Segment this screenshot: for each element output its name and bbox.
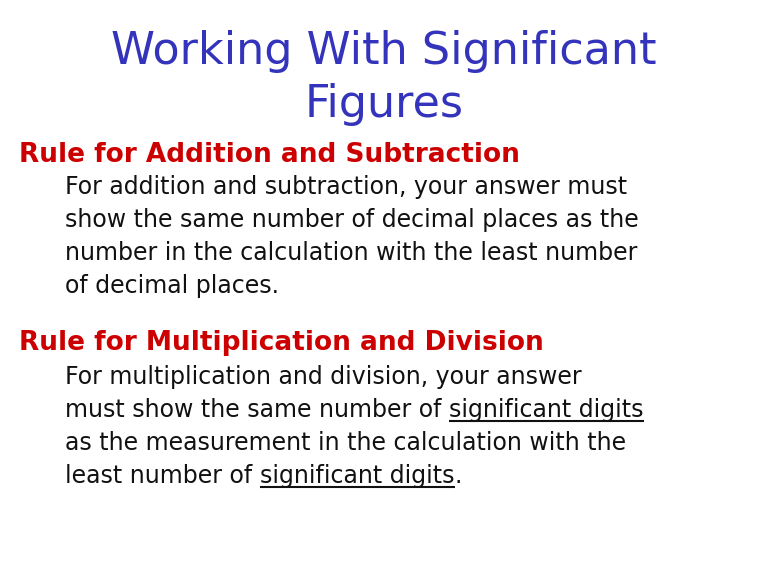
Text: Rule for Addition and Subtraction: Rule for Addition and Subtraction [19,142,520,168]
Text: For addition and subtraction, your answer must: For addition and subtraction, your answe… [65,175,627,199]
Text: of decimal places.: of decimal places. [65,274,280,298]
Text: least number of: least number of [65,464,260,488]
Text: must show the same number of: must show the same number of [65,398,449,422]
Text: Rule for Multiplication and Division: Rule for Multiplication and Division [19,330,544,356]
Text: show the same number of decimal places as the: show the same number of decimal places a… [65,208,639,232]
Text: .: . [455,464,462,488]
Text: number in the calculation with the least number: number in the calculation with the least… [65,241,637,265]
Text: significant digits: significant digits [260,464,455,488]
Text: Working With Significant
Figures: Working With Significant Figures [111,30,657,126]
Text: For multiplication and division, your answer: For multiplication and division, your an… [65,365,582,389]
Text: as the measurement in the calculation with the: as the measurement in the calculation wi… [65,431,627,455]
Text: significant digits: significant digits [449,398,644,422]
